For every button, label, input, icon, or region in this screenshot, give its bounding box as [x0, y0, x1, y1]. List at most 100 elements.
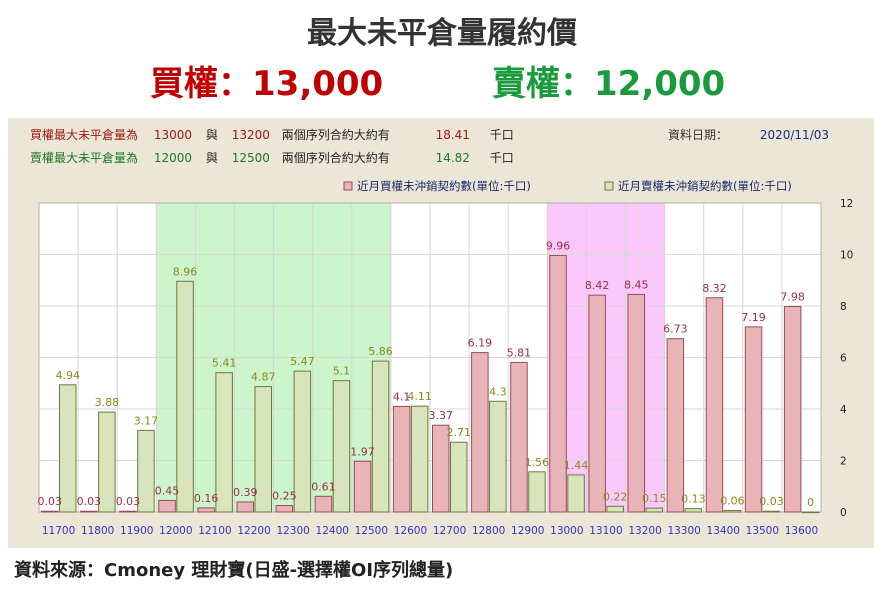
put-value-label: 0.15: [642, 492, 667, 505]
put-value-label: 0.06: [720, 494, 745, 507]
call-info-strike2: 13200: [231, 128, 270, 142]
call-bar-13300: [666, 338, 685, 513]
call-info-row: 買權最大未平倉量為 13000 與 13200 兩個序列合約大約有 18.41 …: [30, 126, 514, 143]
x-tick-label: 13500: [746, 525, 779, 537]
call-bar-11900: [119, 510, 137, 513]
call-info-strike1: 13000: [153, 128, 193, 142]
legend-label-put: 近月賣權未沖銷契約數(單位:千口): [618, 179, 792, 193]
call-value-label: 0.25: [272, 490, 297, 503]
put-value-label: 3.17: [134, 414, 159, 427]
y-tick-label: 8: [840, 301, 847, 313]
put-value-label: 8.96: [173, 265, 198, 278]
call-bar-13500: [744, 326, 763, 513]
legend-swatch-call: [343, 181, 353, 191]
call-bar-13000: [549, 255, 567, 513]
put-bar-11900: [137, 429, 155, 513]
put-bar-12500: [371, 360, 390, 513]
call-value-label: 5.81: [507, 346, 532, 359]
put-bar-12900: [528, 471, 546, 513]
call-value-label: 1.97: [350, 445, 375, 458]
call-bar-11800: [80, 510, 98, 513]
put-bar-12200: [254, 386, 272, 513]
x-tick-label: 13100: [589, 525, 622, 537]
put-value-label: 3.88: [95, 396, 120, 409]
call-info-label: 買權最大未平倉量為: [30, 128, 139, 142]
call-value-label: 3.37: [429, 409, 454, 422]
put-bar-12800: [489, 400, 507, 513]
call-value-label: 0.61: [311, 480, 336, 493]
put-value-label: 4.87: [251, 371, 276, 384]
plot-border: [38, 202, 822, 513]
x-tick-label: 12300: [276, 525, 309, 537]
x-tick-label: 12600: [394, 525, 427, 537]
call-value-label: 8.32: [702, 282, 727, 295]
call-bar-12900: [510, 361, 528, 513]
put-bar-12700: [450, 441, 468, 513]
call-value-label: 0.03: [38, 495, 63, 508]
put-value-label: 4.11: [407, 390, 432, 403]
call-bar-12600: [392, 405, 411, 513]
call-bar-12100: [197, 507, 215, 513]
call-bar-12500: [353, 460, 372, 513]
date-label: 資料日期：: [668, 128, 729, 142]
call-bar-13100: [588, 294, 606, 513]
put-info-row: 賣權最大未平倉量為 12000 與 12500 兩個序列合約大約有 14.82 …: [30, 149, 514, 166]
put-bar-11700: [59, 384, 77, 513]
put-bar-13500: [762, 510, 781, 513]
bar-chart: 0.03 4.94 0.03 3.88 0.03 3.17 0.45 8.96 0.16 5.41…: [38, 179, 854, 537]
call-value-label: 0.39: [233, 486, 258, 499]
put-value-label: 1.56: [525, 456, 550, 469]
put-bar-13100: [606, 505, 624, 513]
put-value-label: 0.13: [681, 493, 706, 506]
y-tick-label: 4: [840, 404, 847, 416]
put-value-label: 0.22: [603, 490, 628, 503]
x-tick-label: 13600: [785, 525, 818, 537]
y-tick-label: 10: [840, 250, 853, 262]
put-value-label: 2.71: [447, 426, 472, 439]
call-bar-11700: [41, 510, 59, 513]
x-tick-label: 11700: [42, 525, 75, 537]
put-value-label: 4.3: [489, 385, 507, 398]
x-tick-label: 11800: [81, 525, 114, 537]
put-value-label: 5.1: [333, 365, 351, 378]
y-tick-label: 6: [840, 353, 847, 365]
x-tick-label: 13000: [550, 525, 583, 537]
call-bar-12800: [471, 352, 489, 513]
put-info-desc: 兩個序列合約大約有: [281, 151, 390, 165]
x-tick-label: 12200: [237, 525, 270, 537]
x-tick-label: 13400: [707, 525, 740, 537]
put-bar-12400: [332, 380, 351, 513]
x-tick-label: 12900: [511, 525, 544, 537]
legend-label-call: 近月買權未沖銷契約數(單位:千口): [357, 179, 531, 193]
put-bar-13200: [645, 507, 663, 513]
call-value-label: 7.98: [780, 291, 805, 304]
call-value-label: 4.1: [393, 390, 411, 403]
put-bar-12000: [176, 280, 194, 513]
call-value-label: 0.16: [194, 492, 219, 505]
call-value-label: 8.42: [585, 279, 610, 292]
put-value-label: 5.47: [290, 355, 315, 368]
x-tick-label: 12100: [198, 525, 231, 537]
y-tick-label: 12: [840, 198, 853, 210]
x-tick-label: 12000: [159, 525, 192, 537]
put-info-unit: 千口: [489, 151, 514, 165]
x-tick-label: 13200: [628, 525, 661, 537]
date-value: 2020/11/03: [759, 128, 830, 142]
call-value-label: 6.73: [663, 323, 688, 336]
put-bar-13000: [567, 474, 585, 513]
call-bar-12300: [275, 505, 294, 513]
y-tick-label: 0: [840, 507, 847, 519]
put-bar-13400: [723, 509, 742, 513]
put-max-strike-headline: 賣權：12,000: [492, 64, 726, 104]
put-value-label: 5.41: [212, 357, 237, 370]
put-bar-12300: [293, 370, 312, 513]
legend-swatch-put: [604, 181, 614, 191]
x-tick-label: 12400: [316, 525, 349, 537]
call-value-label: 7.19: [741, 311, 766, 324]
put-value-label: 1.44: [564, 459, 589, 472]
source-footnote: 資料來源：Cmoney 理財寶(日盛-選擇權OI序列總量): [14, 560, 454, 581]
call-value-label: 9.96: [546, 240, 571, 253]
y-tick-label: 2: [840, 456, 847, 468]
put-bar-13600: [801, 511, 820, 514]
call-value-label: 0.03: [77, 495, 102, 508]
